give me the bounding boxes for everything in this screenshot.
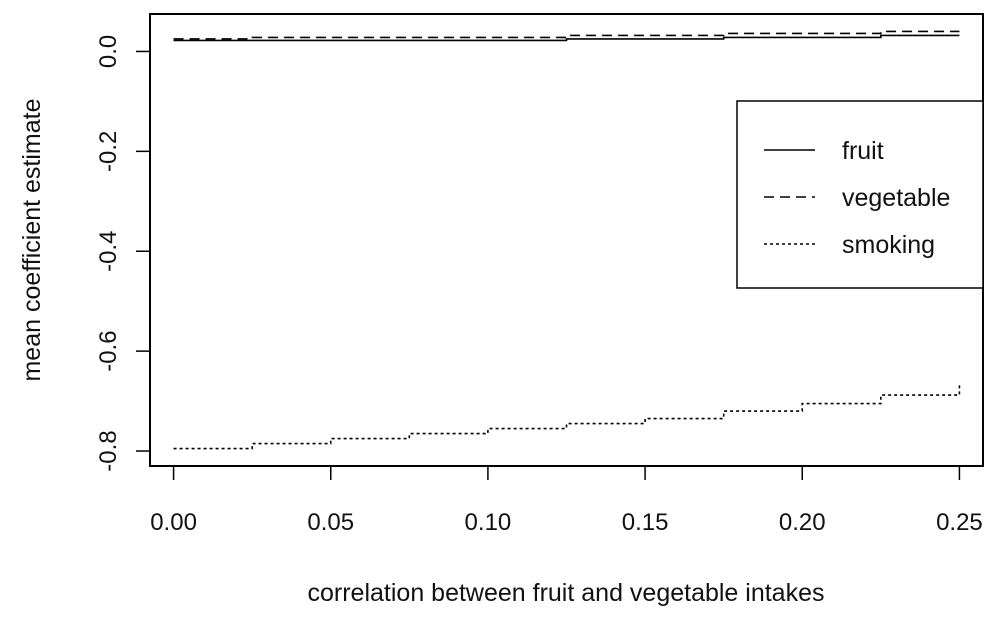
y-tick-label: -0.6 xyxy=(95,330,122,371)
y-axis-title: mean coefficient estimate xyxy=(18,98,46,381)
y-tick-label: -0.4 xyxy=(95,231,122,272)
legend-label-fruit: fruit xyxy=(842,137,884,165)
series-line-smoking xyxy=(173,385,961,450)
legend-label-smoking: smoking xyxy=(842,231,935,259)
y-tick-label: -0.8 xyxy=(95,430,122,471)
x-tick-label: 0.20 xyxy=(779,509,826,536)
y-tick-label: 0.0 xyxy=(95,35,122,68)
legend-label-vegetable: vegetable xyxy=(842,184,950,212)
x-tick-label: 0.25 xyxy=(936,509,983,536)
x-axis: 0.00 0.05 0.10 0.15 0.20 0.25 xyxy=(150,466,983,536)
legend: fruit vegetable smoking xyxy=(736,100,984,289)
x-tick-label: 0.10 xyxy=(465,509,512,536)
x-tick-label: 0.05 xyxy=(307,509,354,536)
y-axis: 0.0 -0.2 -0.4 -0.6 -0.8 xyxy=(95,35,150,472)
x-axis-title: correlation between fruit and vegetable … xyxy=(308,579,825,607)
legend-box xyxy=(736,100,984,289)
x-tick-label: 0.00 xyxy=(150,509,197,536)
series-layer xyxy=(173,30,961,450)
x-tick-label: 0.15 xyxy=(622,509,669,536)
series-line-fruit xyxy=(173,34,960,42)
y-tick-label: -0.2 xyxy=(95,131,122,172)
